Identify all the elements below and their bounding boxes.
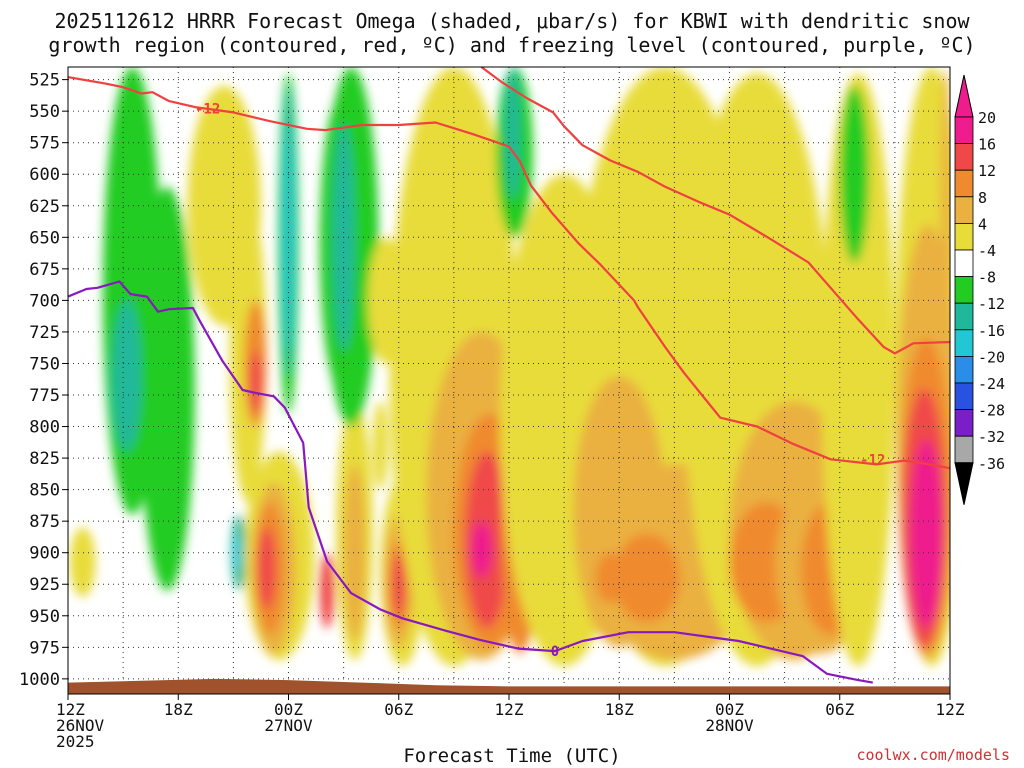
chart-title-line1: 2025112612 HRRR Forecast Omega (shaded, … — [54, 9, 970, 33]
x-tick-label-30-0: 18Z — [605, 700, 634, 719]
colorbar-segment-10 — [954, 382, 974, 411]
omega-blob-57 — [940, 67, 950, 377]
y-tick-label-525: 525 — [29, 71, 60, 91]
colorbar: 20 16 12 8 4 -4 -8 -12 -16 -20 -24 -28 -32 -36 — [954, 74, 1005, 505]
colorbar-label-9: -20 — [978, 348, 1005, 366]
contour-label-0: -12 — [195, 102, 220, 118]
contour-label-2: 0 — [551, 644, 559, 660]
chart-title-line2: growth region (contoured, red, ºC) and f… — [48, 33, 976, 57]
y-tick-label-575: 575 — [29, 134, 60, 154]
colorbar-label-2: 12 — [978, 162, 996, 180]
colorbar-segment-6 — [954, 276, 974, 304]
y-tick-label-625: 625 — [29, 197, 60, 217]
credit-link[interactable]: coolwx.com/models — [856, 746, 1010, 764]
colorbar-label-4: 4 — [978, 215, 987, 233]
colorbar-segment-0 — [954, 116, 974, 145]
contour-line-2 — [68, 280, 873, 684]
colorbar-segment-1 — [954, 143, 974, 171]
colorbar-segment-2 — [954, 169, 974, 198]
omega-blob-56 — [909, 439, 943, 629]
colorbar-label-8: -16 — [978, 322, 1005, 340]
contour-label-1: -12 — [860, 452, 885, 468]
omega-blob-2 — [139, 186, 195, 591]
colorbar-segment-7 — [954, 302, 974, 331]
y-tick-label-875: 875 — [29, 512, 60, 532]
x-tick-label-24-0: 12Z — [495, 700, 524, 719]
y-tick-label-825: 825 — [29, 449, 60, 469]
y-tick-label-925: 925 — [29, 575, 60, 595]
y-tick-label-950: 950 — [29, 607, 60, 627]
omega-blob-7 — [248, 350, 262, 414]
x-tick-label-36-1: 28NOV — [705, 716, 754, 735]
colorbar-label-1: 16 — [978, 136, 996, 154]
omega-shading — [69, 67, 950, 667]
colorbar-segment-3 — [954, 196, 974, 224]
colorbar-top-arrow — [954, 74, 974, 118]
colorbar-segment-11 — [954, 409, 974, 437]
colorbar-label-13: -36 — [978, 455, 1005, 473]
y-tick-label-975: 975 — [29, 638, 60, 658]
x-axis-label: Forecast Time (UTC) — [403, 745, 621, 767]
colorbar-label-7: -12 — [978, 295, 1005, 313]
colorbar-segment-12 — [954, 435, 974, 464]
x-tick-label-42-0: 06Z — [825, 700, 854, 719]
colorbar-segment-8 — [954, 329, 974, 357]
omega-blob-17 — [319, 552, 335, 629]
colorbar-label-3: 8 — [978, 189, 987, 207]
colorbar-segment-4 — [954, 222, 974, 251]
colorbar-label-10: -24 — [978, 375, 1005, 393]
x-tick-label-0-2: 2025 — [56, 732, 95, 751]
colorbar-bottom-arrow — [954, 462, 974, 505]
y-tick-label-725: 725 — [29, 323, 60, 343]
y-tick-label-1000: 1000 — [19, 670, 60, 690]
omega-blob-50 — [821, 73, 895, 667]
x-tick-label-18-0: 06Z — [384, 700, 413, 719]
omega-blob-13 — [257, 527, 276, 610]
colorbar-label-5: -4 — [978, 242, 996, 260]
x-tick-label-12-1: 27NOV — [264, 716, 313, 735]
y-tick-label-850: 850 — [29, 481, 60, 501]
colorbar-segment-5 — [954, 249, 974, 278]
omega-blob-37 — [505, 67, 521, 200]
colorbar-label-6: -8 — [978, 269, 996, 287]
colorbar-segment-9 — [954, 355, 974, 384]
contour-line-1 — [480, 67, 950, 355]
omega-blob-3 — [112, 300, 142, 452]
x-tick-label-36-0: 00Z — [715, 700, 744, 719]
omega-blob-51 — [839, 85, 870, 263]
omega-blob-24 — [373, 401, 388, 490]
y-tick-label-600: 600 — [29, 165, 60, 185]
contour-line-0 — [68, 76, 950, 470]
terrain — [68, 678, 950, 694]
colorbar-label-12: -32 — [978, 428, 1005, 446]
y-tick-label-550: 550 — [29, 102, 60, 122]
y-tick-label-650: 650 — [29, 228, 60, 248]
contours: -12 -12 0 — [68, 67, 950, 684]
omega-blob-42 — [613, 533, 680, 623]
omega-blob-0 — [69, 527, 96, 597]
y-tick-label-775: 775 — [29, 386, 60, 406]
colorbar-label-11: -28 — [978, 402, 1005, 420]
x-tick-label-0-0: 12Z — [56, 700, 85, 719]
omega-blob-33 — [470, 521, 493, 578]
y-tick-label-675: 675 — [29, 260, 60, 280]
y-tick-label-700: 700 — [29, 291, 60, 311]
omega-blob-19 — [343, 464, 366, 642]
y-tick-label-900: 900 — [29, 544, 60, 564]
y-tick-label-800: 800 — [29, 418, 60, 438]
axes: 525 550 575 600 625 650 675 700 725 750 775 800 825 8… — [19, 66, 965, 751]
terrain-ground — [68, 678, 950, 694]
omega-blob-43 — [595, 552, 625, 604]
colorbar-label-0: 20 — [978, 109, 996, 127]
x-tick-label-0-1: 26NOV — [56, 716, 105, 735]
x-tick-label-12-0: 00Z — [274, 700, 303, 719]
x-tick-label-6-0: 18Z — [164, 700, 193, 719]
x-tick-label-48-0: 12Z — [936, 700, 965, 719]
omega-shading-blobs — [69, 67, 950, 667]
y-tick-label-750: 750 — [29, 354, 60, 374]
